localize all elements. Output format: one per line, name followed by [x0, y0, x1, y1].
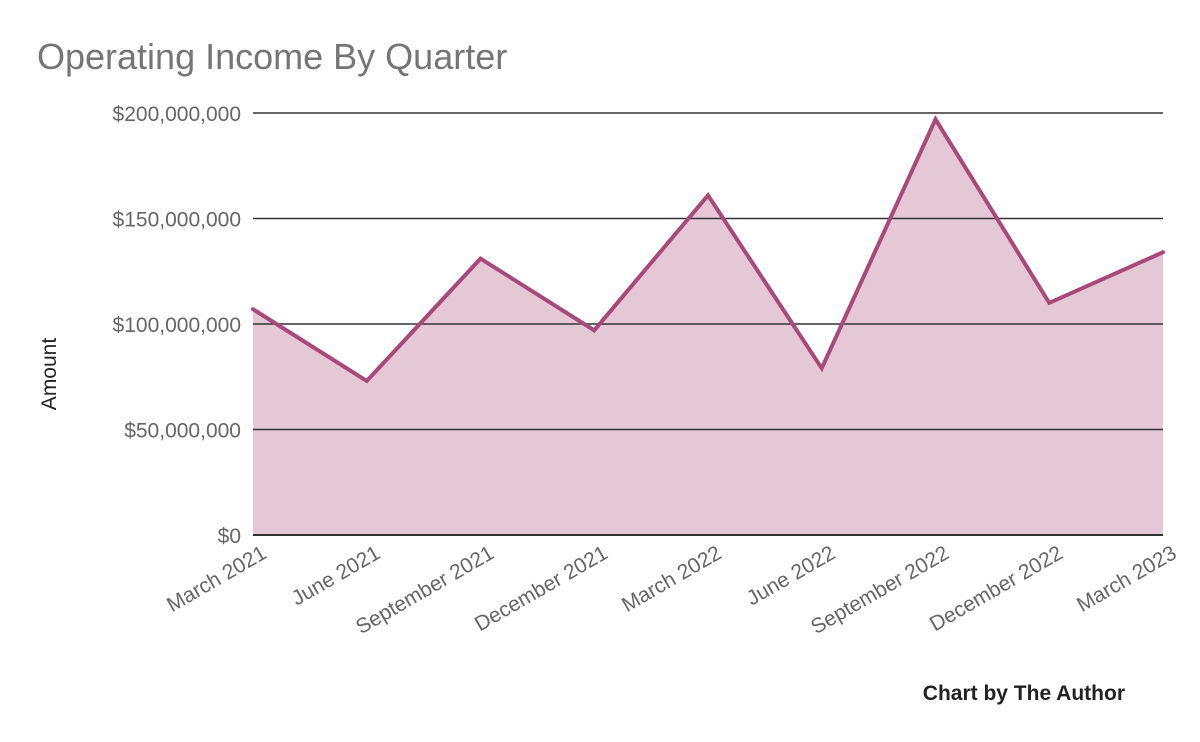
chart-credit: Chart by The Author [923, 682, 1125, 705]
y-tick-label: $50,000,000 [124, 420, 241, 443]
y-tick-label: $100,000,000 [113, 314, 241, 337]
x-tick-label: June 2022 [743, 541, 839, 610]
plot-area [251, 112, 1165, 536]
x-tick-label: March 2023 [1073, 541, 1181, 616]
y-tick-label: $150,000,000 [113, 209, 241, 232]
series-line [251, 115, 1165, 384]
x-tick-label: June 2021 [288, 541, 384, 610]
chart-title: Operating Income By Quarter [37, 36, 507, 77]
y-axis-label: Amount [38, 338, 61, 411]
x-tick-label: March 2021 [163, 541, 271, 616]
y-axis-ticks: $0 $50,000,000 $100,000,000 $150,000,000 $20… [113, 103, 241, 548]
area-fill [253, 119, 1163, 535]
gridlines [253, 112, 1163, 536]
y-tick-label: $0 [218, 525, 241, 548]
x-tick-label: March 2022 [618, 541, 726, 616]
y-tick-label: $200,000,000 [113, 103, 241, 126]
